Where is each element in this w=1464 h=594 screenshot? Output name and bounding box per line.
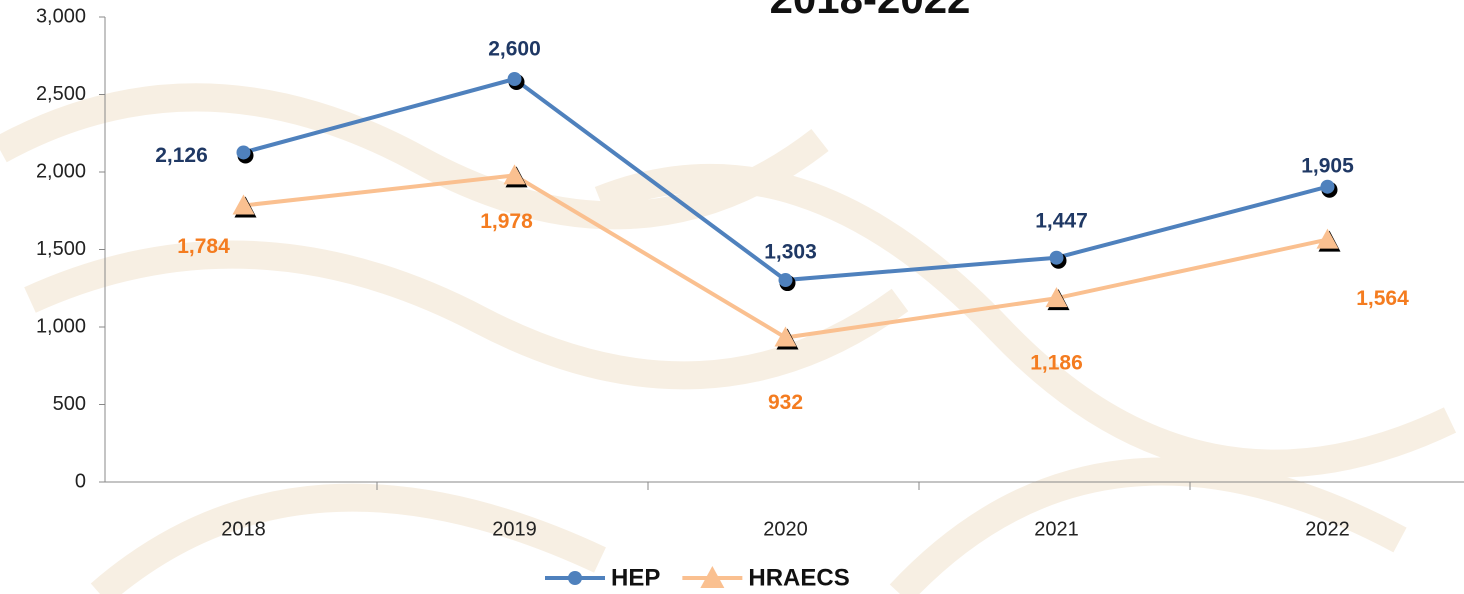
point: [507, 72, 522, 86]
y-tick-label: 500: [53, 393, 86, 415]
point: [236, 145, 251, 160]
y-tick-label: 1,000: [36, 315, 86, 337]
y-tick-label: 1,500: [36, 238, 86, 260]
data-label: 1,564: [1356, 287, 1409, 310]
data-label: 932: [768, 391, 803, 414]
legend-marker: [568, 571, 582, 585]
data-label: 1,784: [177, 235, 230, 258]
x-tick-label: 2021: [1034, 518, 1079, 540]
data-label: 1,303: [764, 241, 817, 264]
data-label: 1,447: [1035, 209, 1088, 232]
y-tick-label: 0: [75, 470, 86, 492]
data-label: 2,600: [488, 38, 541, 61]
point: [1045, 287, 1068, 308]
point: [1320, 179, 1335, 194]
legend-label: HEP: [611, 564, 660, 591]
point: [1316, 228, 1339, 249]
point: [778, 273, 793, 288]
point: [1049, 250, 1064, 265]
x-tick-label: 2019: [492, 518, 537, 540]
x-tick-label: 2018: [221, 518, 266, 540]
point: [232, 194, 255, 215]
point: [774, 326, 797, 347]
watermark: [0, 83, 1457, 594]
y-tick-label: 3,000: [36, 5, 86, 27]
point: [503, 164, 526, 185]
legend-marker: [700, 566, 725, 588]
data-label: 2,126: [155, 144, 208, 167]
data-label: 1,905: [1301, 154, 1354, 177]
chart-title: 2018-2022: [770, 0, 971, 22]
data-label: 1,186: [1030, 352, 1083, 375]
x-tick-label: 2022: [1305, 518, 1350, 540]
y-tick-label: 2,000: [36, 160, 86, 182]
x-tick-label: 2020: [763, 518, 808, 540]
data-label: 1,978: [480, 210, 533, 233]
legend-label: HRAECS: [748, 564, 849, 591]
y-tick-label: 2,500: [36, 83, 86, 105]
